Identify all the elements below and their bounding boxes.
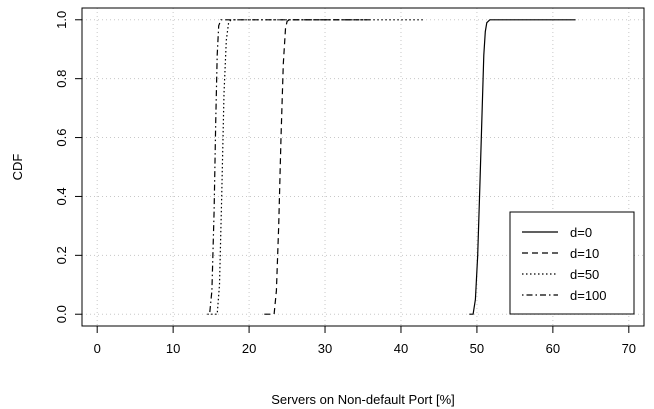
x-tick-label: 20 xyxy=(242,341,256,356)
series-lines xyxy=(207,19,576,315)
y-tick-label: 0.8 xyxy=(54,70,69,88)
legend-box xyxy=(509,211,635,315)
x-tick-label: 40 xyxy=(394,341,408,356)
plot-frame xyxy=(81,7,645,327)
legend: d=0 d=10 d=50 d=100 xyxy=(509,211,635,315)
y-axis: 0.0 0.2 0.4 0.6 0.8 1.0 xyxy=(54,11,82,323)
legend-label: d=50 xyxy=(570,267,599,282)
y-tick-label: 0.4 xyxy=(54,187,69,205)
x-tick-label: 30 xyxy=(318,341,332,356)
x-axis-label: Servers on Non-default Port [%] xyxy=(271,392,455,407)
legend-label: d=100 xyxy=(570,288,607,303)
series-line-d-0 xyxy=(469,19,576,315)
y-tick-label: 1.0 xyxy=(54,11,69,29)
y-tick-label: 0.0 xyxy=(54,305,69,323)
x-axis: 0 10 20 30 40 50 60 70 xyxy=(94,326,636,356)
y-tick-label: 0.2 xyxy=(54,246,69,264)
series-line-d-100 xyxy=(207,19,363,315)
x-tick-label: 60 xyxy=(546,341,560,356)
x-tick-label: 10 xyxy=(166,341,180,356)
series-line-d-50 xyxy=(211,19,424,315)
x-tick-label: 70 xyxy=(622,341,636,356)
legend-label: d=10 xyxy=(570,246,599,261)
x-tick-label: 50 xyxy=(470,341,484,356)
y-tick-label: 0.6 xyxy=(54,129,69,147)
legend-label: d=0 xyxy=(570,225,592,240)
x-tick-label: 0 xyxy=(94,341,101,356)
series-line-d-10 xyxy=(264,19,371,315)
y-axis-label: CDF xyxy=(10,154,25,181)
